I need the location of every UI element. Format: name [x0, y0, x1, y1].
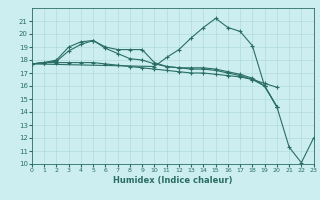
X-axis label: Humidex (Indice chaleur): Humidex (Indice chaleur) [113, 176, 233, 185]
